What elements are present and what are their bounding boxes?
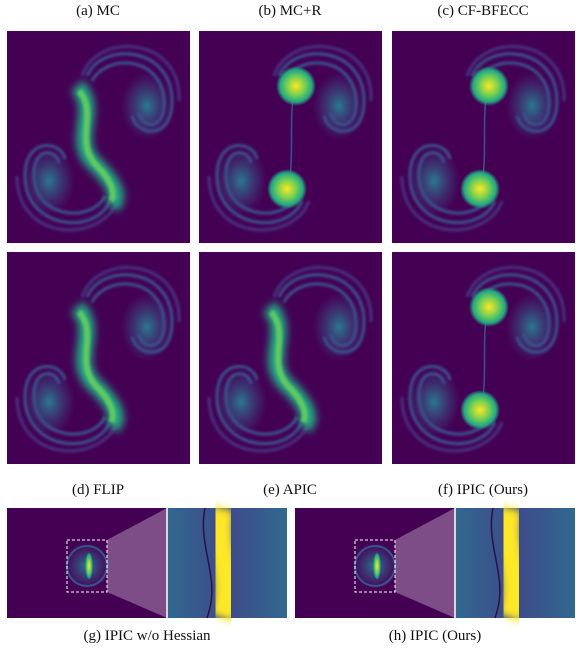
panel-c (392, 31, 575, 243)
caption: (d) FLIP (72, 482, 124, 499)
caption: (g) IPIC w/o Hessian (83, 628, 210, 645)
panel-a (7, 31, 190, 243)
panel-d (7, 252, 190, 464)
panel-b (199, 31, 382, 243)
caption: (b) MC+R (258, 3, 321, 20)
panel-f (392, 252, 575, 464)
figure: (a) MC (b) MC+R (c) CF-BFECC (d) FLIP (e… (0, 0, 576, 655)
panel-g (7, 508, 287, 618)
figure-images (0, 0, 576, 655)
panel-e (199, 252, 382, 464)
caption: (a) MC (76, 3, 120, 20)
caption: (h) IPIC (Ours) (389, 628, 481, 645)
caption: (c) CF-BFECC (437, 3, 528, 20)
panel-h (295, 508, 575, 618)
caption: (e) APIC (263, 482, 317, 499)
caption: (f) IPIC (Ours) (438, 482, 528, 499)
